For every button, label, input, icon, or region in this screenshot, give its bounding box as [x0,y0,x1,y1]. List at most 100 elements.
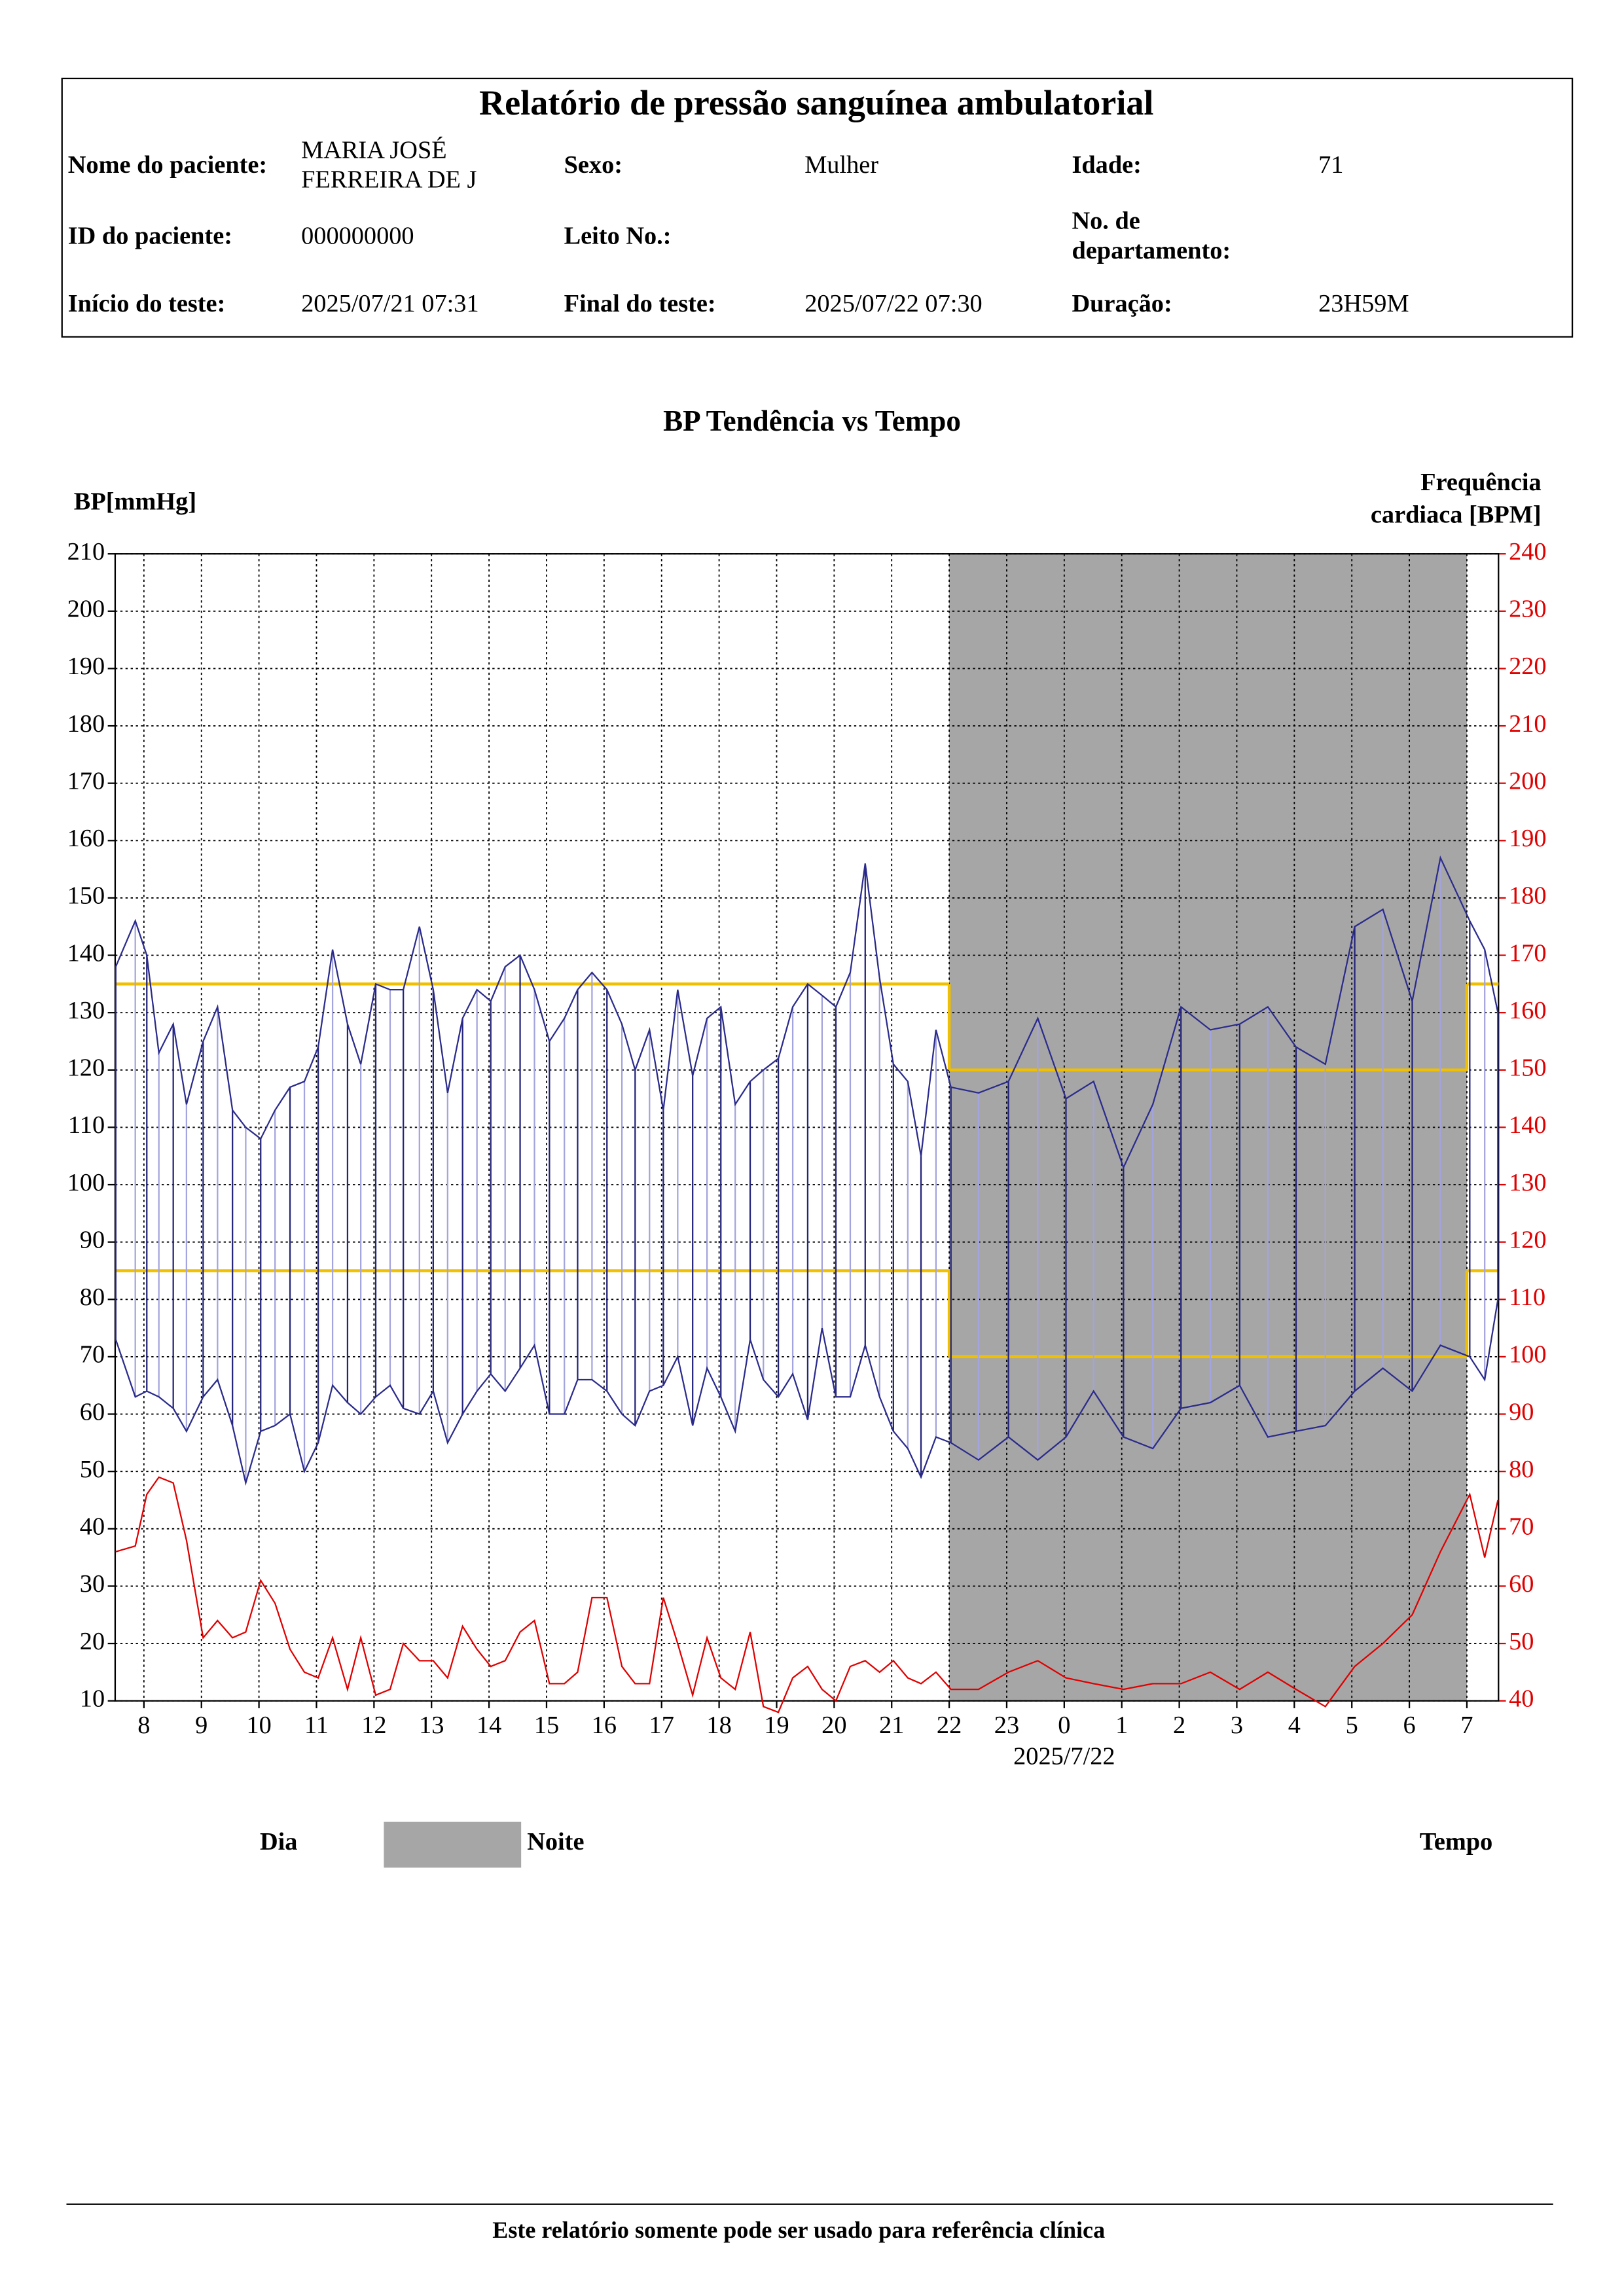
y-tick-label: 200 [67,596,105,623]
field-label: Idade: [1072,151,1142,179]
series-line [115,1476,1499,1713]
y2-tick-label: 150 [1509,1054,1546,1082]
y-tick-label: 120 [67,1054,105,1082]
y-tick-label: 160 [67,825,105,852]
x-tick-label: 17 [649,1712,674,1739]
x-tick-label: 7 [1460,1712,1473,1739]
y2-tick-label: 90 [1509,1398,1534,1426]
field-label: Leito No.: [564,222,672,249]
field-value: FERREIRA DE J [301,166,477,194]
y2-tick-label: 240 [1509,538,1546,565]
field-label: departamento: [1072,237,1231,264]
field-value: 000000000 [301,222,414,249]
x-tick-label: 4 [1288,1712,1301,1739]
field-value: 2025/07/21 07:31 [301,290,479,317]
x-tick-label: 10 [246,1712,271,1739]
y2-tick-label: 100 [1509,1341,1546,1369]
x-tick-label: 20 [821,1712,846,1739]
field-value: Mulher [804,151,878,179]
y2-tick-label: 60 [1509,1570,1534,1598]
x-tick-label: 1 [1115,1712,1128,1739]
x-tick-label: 19 [764,1712,789,1739]
y-tick-label: 80 [80,1283,105,1311]
legend-day: Dia [260,1828,298,1856]
y2-tick-label: 200 [1509,767,1546,795]
field-value: 2025/07/22 07:30 [804,290,983,317]
x-tick-label: 9 [195,1712,208,1739]
y-tick-label: 190 [67,653,105,680]
field-value: 71 [1318,151,1343,179]
field-label: ID do paciente: [68,222,232,249]
legend-night: Noite [527,1828,584,1856]
y2-tick-label: 80 [1509,1456,1534,1483]
x-tick-label: 14 [477,1712,501,1739]
x-axis-label: Tempo [1420,1828,1492,1856]
y-tick-label: 100 [67,1169,105,1196]
y2-tick-label: 110 [1509,1283,1545,1311]
y2-axis-label: cardiaca [BPM] [1371,501,1542,529]
y-tick-label: 40 [80,1513,105,1541]
legend-night-swatch [384,1821,522,1868]
y-tick-label: 90 [80,1226,105,1253]
y2-axis-label: Frequência [1420,469,1542,496]
y2-tick-label: 230 [1509,596,1546,623]
y-tick-label: 60 [80,1398,105,1426]
y-tick-label: 70 [80,1341,105,1369]
y-tick-label: 10 [80,1685,105,1712]
y-tick-label: 170 [67,767,105,795]
y-tick-label: 140 [67,939,105,967]
x-tick-label: 6 [1403,1712,1415,1739]
field-value: 23H59M [1318,290,1409,317]
x-tick-label: 11 [304,1712,329,1739]
y-axis-label: BP[mmHg] [74,488,196,515]
y-tick-label: 30 [80,1570,105,1598]
x-tick-label: 2 [1173,1712,1185,1739]
y-tick-label: 210 [67,538,105,565]
y-tick-label: 180 [67,710,105,738]
x-tick-label: 5 [1346,1712,1358,1739]
y2-tick-label: 140 [1509,1111,1546,1139]
x-tick-label: 0 [1058,1712,1070,1739]
y2-tick-label: 120 [1509,1226,1546,1253]
y2-tick-label: 180 [1509,882,1546,910]
field-label: Nome do paciente: [68,151,267,179]
y-tick-label: 50 [80,1456,105,1483]
footer: Este relatório somente pode ser usado pa… [492,2217,1105,2243]
header-box [61,77,1574,338]
x-tick-label: 13 [419,1712,444,1739]
field-label: Início do teste: [68,290,226,317]
y2-tick-label: 50 [1509,1628,1534,1655]
y2-tick-label: 210 [1509,710,1546,738]
y2-tick-label: 160 [1509,997,1546,1024]
series-line [115,855,1499,1170]
y2-tick-label: 40 [1509,1685,1534,1712]
y-tick-label: 130 [67,997,105,1024]
x-tick-label: 23 [994,1712,1019,1739]
field-label: No. de [1072,207,1140,235]
y2-tick-label: 190 [1509,825,1546,852]
x-tick-label: 18 [706,1712,731,1739]
x-tick-label: 12 [361,1712,386,1739]
x-tick-label: 15 [534,1712,559,1739]
y-tick-label: 110 [68,1111,105,1139]
field-label: Sexo: [564,151,623,179]
night-shade [949,554,1467,1701]
y-tick-label: 20 [80,1628,105,1655]
x-tick-label: 21 [879,1712,904,1739]
y-tick-label: 150 [67,882,105,910]
date-label: 2025/7/22 [1013,1742,1115,1770]
report-title: Relatório de pressão sanguínea ambulator… [479,83,1153,122]
y2-tick-label: 130 [1509,1169,1546,1196]
y2-tick-label: 170 [1509,939,1546,967]
x-tick-label: 16 [592,1712,617,1739]
chart-title: BP Tendência vs Tempo [663,404,961,437]
y2-tick-label: 220 [1509,653,1546,680]
x-tick-label: 3 [1231,1712,1243,1739]
field-label: Duração: [1072,290,1172,317]
field-label: Final do teste: [564,290,716,317]
x-tick-label: 22 [937,1712,962,1739]
series-line [115,1299,1499,1486]
x-tick-label: 8 [137,1712,150,1739]
y2-tick-label: 70 [1509,1513,1534,1541]
